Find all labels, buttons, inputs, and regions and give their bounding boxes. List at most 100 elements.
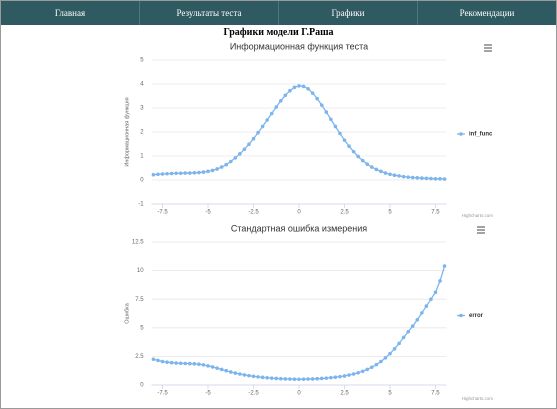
point-marker [288, 88, 292, 93]
point-marker [319, 376, 324, 381]
x-tick-label: 5 [388, 391, 392, 397]
y-tick-label: 5 [140, 58, 144, 64]
point-marker [197, 362, 201, 366]
point-marker [365, 367, 370, 372]
x-tick-label: -7.5 [157, 391, 168, 397]
x-tick-label: -2.5 [248, 210, 259, 216]
point-marker [369, 365, 374, 370]
y-axis-label: Информационная функция [124, 97, 130, 166]
nav-link[interactable]: Графики [279, 1, 418, 25]
point-marker [160, 172, 165, 176]
legend-symbol [459, 313, 463, 318]
x-tick-label: -5 [205, 210, 211, 216]
y-tick-label: -1 [138, 202, 144, 208]
point-marker [274, 376, 279, 381]
point-marker [192, 362, 197, 366]
point-marker [401, 335, 406, 340]
point-marker [351, 372, 356, 376]
point-marker [201, 363, 206, 367]
point-marker [228, 159, 233, 164]
point-marker [174, 361, 178, 365]
y-tick-label: 10 [137, 268, 144, 274]
point-marker [406, 330, 410, 334]
y-axis-label: Ошибка [124, 302, 130, 323]
point-marker [169, 171, 174, 176]
credits: Highcharts.com [462, 213, 494, 218]
chart-title: Стандартная ошибка измерения [231, 223, 367, 233]
point-marker [420, 311, 424, 315]
point-marker [165, 360, 169, 364]
point-marker [324, 376, 329, 380]
point-marker [351, 149, 356, 154]
point-marker [233, 371, 238, 375]
y-tick-label: 12.5 [132, 240, 144, 246]
point-marker [329, 117, 333, 122]
nav-bar: Главная Результаты теста Графики Рекомен… [1, 1, 556, 25]
point-marker [206, 364, 210, 368]
legend-label: error [469, 313, 484, 319]
point-marker [178, 361, 183, 366]
point-marker [347, 373, 351, 377]
point-marker [256, 130, 260, 135]
point-marker [210, 365, 215, 369]
series-line [153, 85, 445, 180]
point-marker [442, 177, 447, 181]
point-marker [379, 359, 383, 364]
point-marker [279, 99, 283, 103]
point-marker [338, 131, 342, 136]
point-marker [415, 176, 420, 180]
point-marker [315, 376, 319, 381]
point-marker [260, 124, 265, 129]
point-marker [433, 290, 438, 295]
point-marker [356, 370, 360, 375]
point-marker [260, 375, 265, 380]
x-tick-label: 7.5 [431, 391, 440, 397]
point-marker [297, 84, 301, 88]
point-marker [156, 358, 160, 363]
point-marker [306, 87, 310, 91]
point-marker [219, 367, 224, 372]
point-marker [151, 357, 156, 362]
point-marker [406, 175, 410, 179]
chart-title: Информационная функция теста [230, 41, 368, 51]
point-marker [224, 162, 229, 167]
point-marker [329, 375, 333, 380]
point-marker [388, 172, 392, 177]
point-marker [251, 136, 256, 141]
point-marker [292, 85, 297, 90]
y-tick-label: 3 [140, 106, 144, 112]
nav-link[interactable]: Рекомендации [459, 8, 515, 18]
nav-link[interactable]: Результаты теста [140, 1, 279, 25]
point-marker [388, 351, 392, 356]
point-marker [424, 176, 429, 181]
point-marker [197, 170, 201, 175]
point-marker [374, 362, 379, 367]
point-marker [279, 376, 283, 381]
x-tick-label: -5 [205, 391, 211, 397]
point-marker [210, 168, 215, 173]
menu-button[interactable] [477, 226, 485, 234]
x-tick-label: -2.5 [248, 391, 259, 397]
y-tick-label: 2.5 [135, 354, 144, 360]
point-marker [251, 374, 256, 379]
nav-link[interactable]: Главная [1, 1, 140, 25]
point-marker [392, 347, 397, 351]
point-marker [283, 93, 288, 98]
point-marker [247, 373, 251, 378]
point-marker [297, 377, 301, 382]
point-marker [310, 91, 315, 95]
x-tick-label: -7.5 [157, 210, 168, 216]
point-marker [288, 377, 292, 381]
point-marker [397, 174, 401, 178]
series-line [153, 265, 446, 380]
point-marker [301, 377, 306, 381]
point-marker [379, 169, 383, 174]
x-tick-label: 2.5 [340, 391, 349, 397]
legend-label: inf_func [469, 132, 493, 138]
point-marker [269, 111, 274, 116]
x-tick-label: 2.5 [340, 210, 349, 216]
point-marker [188, 171, 192, 175]
point-marker [356, 154, 360, 159]
menu-button[interactable] [484, 44, 492, 52]
